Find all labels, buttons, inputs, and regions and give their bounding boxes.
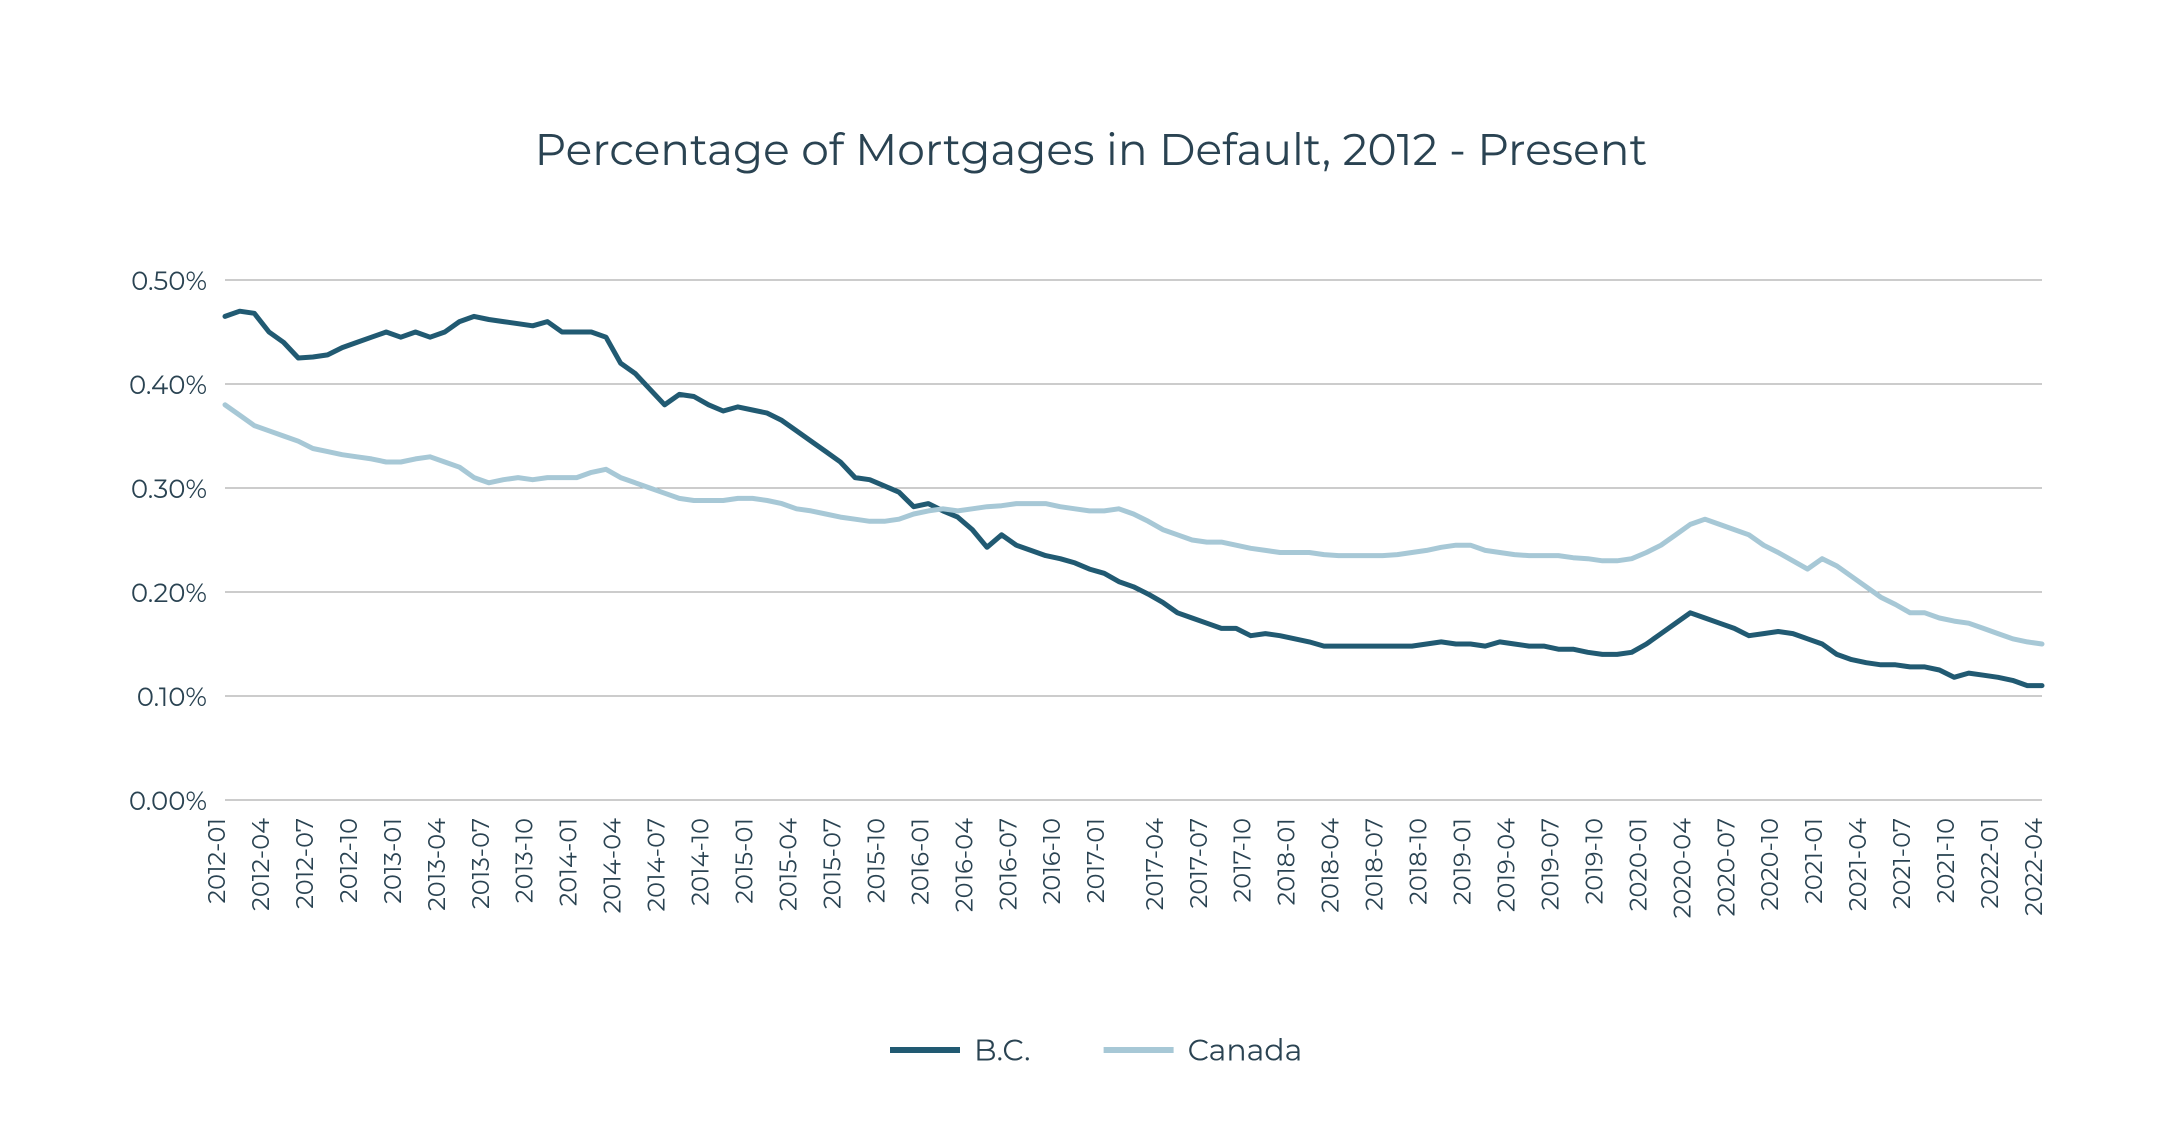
x-axis-label: 2022-04 [2020,818,2049,916]
x-axis-label: 2021-01 [1800,818,1829,904]
x-axis-label: 2016-07 [994,818,1023,910]
x-axis-label: 2014-04 [599,818,628,913]
x-axis-label: 2015-04 [774,818,803,911]
x-axis-label: 2017-10 [1229,818,1258,902]
x-axis-label: 2018-04 [1317,818,1346,913]
x-axis-label: 2022-01 [1976,818,2005,908]
legend-label: B.C. [974,1032,1030,1069]
y-axis-label: 0.40% [129,369,207,401]
x-axis-label: 2017-04 [1141,818,1170,910]
x-axis-label: 2015-07 [818,818,847,909]
x-axis-label: 2013-10 [511,818,540,903]
x-axis-label: 2016-01 [906,818,935,905]
x-axis-label: 2020-10 [1756,818,1785,910]
x-axis-label: 2019-10 [1580,818,1609,904]
x-axis-label: 2017-01 [1082,818,1111,903]
x-axis-label: 2012-10 [335,818,364,903]
y-axis-label: 0.30% [131,473,207,505]
x-axis-label: 2016-10 [1038,818,1067,904]
x-axis-label: 2013-04 [423,818,452,911]
chart-container: Percentage of Mortgages in Default, 2012… [0,0,2182,1140]
x-axis-label: 2021-10 [1932,818,1961,903]
x-axis-label: 2019-04 [1492,818,1521,912]
x-axis-label: 2018-07 [1361,818,1390,911]
x-axis-label: 2012-04 [247,818,276,911]
y-axis-label: 0.50% [131,265,207,297]
chart-title: Percentage of Mortgages in Default, 2012… [535,123,1648,177]
line-chart: Percentage of Mortgages in Default, 2012… [0,0,2182,1140]
x-axis-label: 2020-01 [1624,818,1653,911]
y-axis-label: 0.20% [131,577,207,609]
x-axis-label: 2012-01 [203,818,232,903]
x-axis-label: 2018-01 [1273,818,1302,905]
x-axis-label: 2012-07 [291,818,320,909]
x-axis-label: 2020-07 [1712,818,1741,916]
x-axis-label: 2014-07 [643,818,672,911]
x-axis-label: 2013-07 [467,818,496,909]
x-axis-label: 2014-10 [687,818,716,906]
y-axis-label: 0.10% [137,681,207,713]
x-axis-label: 2014-01 [555,818,584,906]
x-axis-label: 2016-04 [950,818,979,912]
y-axis-label: 0.00% [129,785,207,817]
x-axis-label: 2013-01 [379,818,408,904]
x-axis-label: 2019-07 [1536,818,1565,910]
x-axis-label: 2017-07 [1185,818,1214,908]
x-axis-label: 2018-10 [1405,818,1434,905]
x-axis-label: 2019-01 [1449,818,1478,905]
x-axis-label: 2020-04 [1668,818,1697,918]
legend-label: Canada [1188,1032,1303,1069]
x-axis-label: 2021-04 [1844,818,1873,911]
x-axis-label: 2021-07 [1888,818,1917,909]
x-axis-label: 2015-01 [731,818,760,904]
x-axis-label: 2015-10 [862,818,891,903]
